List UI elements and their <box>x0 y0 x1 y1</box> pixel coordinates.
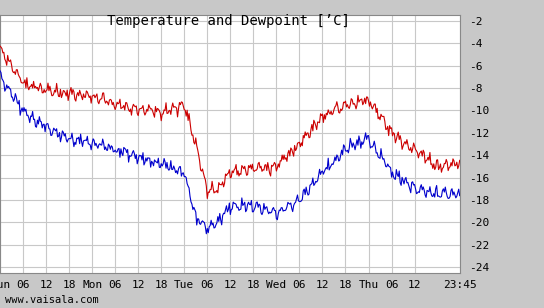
Text: Temperature and Dewpoint [’C]: Temperature and Dewpoint [’C] <box>107 14 350 28</box>
Text: www.vaisala.com: www.vaisala.com <box>5 295 99 305</box>
